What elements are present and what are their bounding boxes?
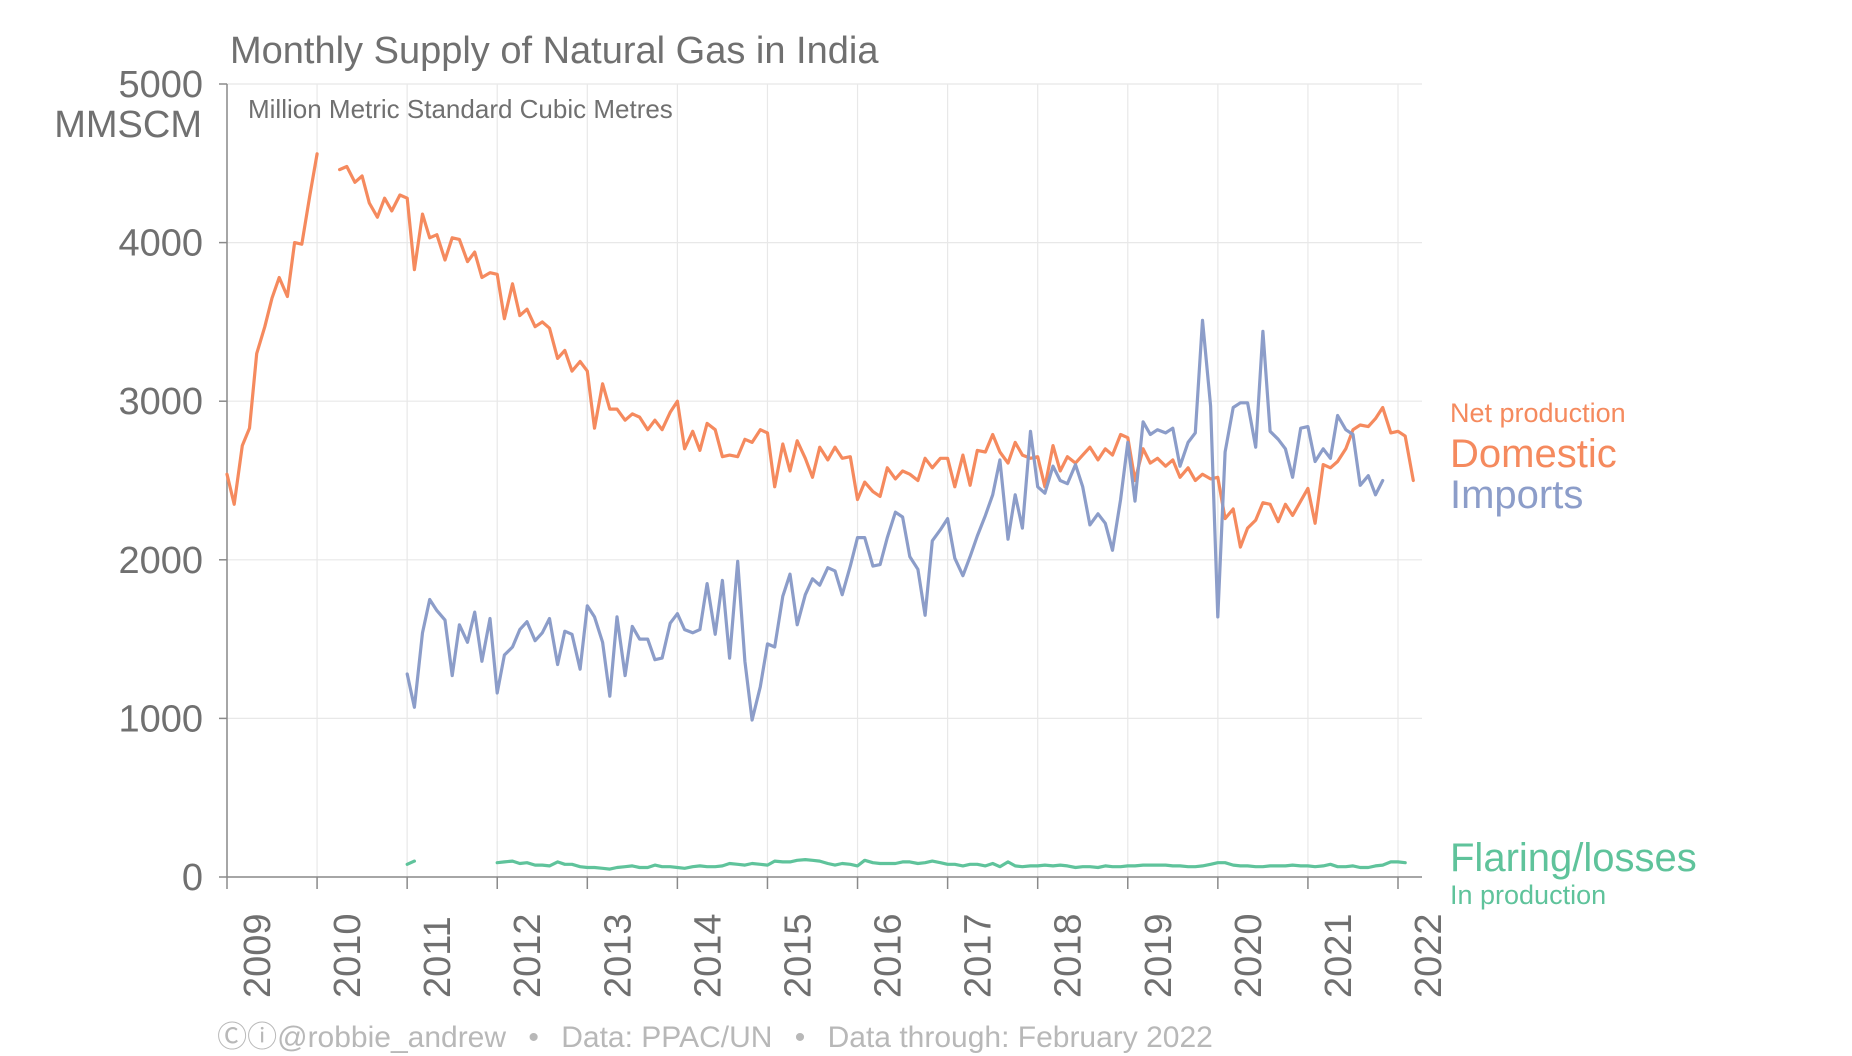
y-tick-label: 5000 (118, 64, 203, 106)
series-lines (225, 152, 1415, 871)
x-tick-label: 2014 (687, 913, 729, 998)
series-line-domestic (338, 164, 1415, 549)
label-in-production: In production (1450, 880, 1607, 910)
footer-author: @robbie_andrew (277, 1021, 507, 1054)
x-tick-label: 2009 (237, 913, 279, 998)
license-icon: Ⓒⓘ (217, 1021, 278, 1054)
y-axis: 0 1000 2000 3000 4000 5000 (118, 64, 228, 899)
footer-through: Data through: February 2022 (827, 1021, 1213, 1054)
x-tick-label: 2019 (1138, 913, 1180, 998)
x-tick-label: 2013 (597, 913, 639, 998)
series-line-domestic (225, 152, 319, 506)
x-tick-label: 2012 (507, 913, 549, 998)
series-line-flaring-losses (495, 858, 1407, 871)
chart-title: Monthly Supply of Natural Gas in India (230, 30, 879, 72)
y-tick-label: 3000 (118, 381, 203, 423)
label-flaring-losses: Flaring/losses (1450, 836, 1697, 880)
x-tick-label: 2010 (327, 913, 369, 998)
footer-separator: • (528, 1021, 539, 1054)
footer-separator: • (794, 1021, 806, 1054)
x-tick-label: 2018 (1048, 913, 1090, 998)
label-domestic: Domestic (1450, 432, 1617, 476)
y-tick-label: 2000 (118, 540, 203, 582)
x-tick-label: 2016 (868, 913, 910, 998)
y-axis-unit: MMSCM (54, 104, 202, 146)
y-tick-label: 0 (182, 857, 203, 899)
y-tick-label: 1000 (118, 698, 203, 740)
footer-source: Data: PPAC/UN (561, 1021, 773, 1054)
series-line-flaring-losses (405, 859, 416, 866)
footer: Ⓒⓘ@robbie_andrew • Data: PPAC/UN • Data … (0, 1012, 1430, 1056)
x-tick-label: 2021 (1318, 913, 1360, 998)
chart-subtitle: Million Metric Standard Cubic Metres (248, 94, 673, 124)
series-line-imports (405, 318, 1385, 722)
y-tick-label: 4000 (118, 223, 203, 265)
x-tick-label: 2015 (777, 913, 819, 998)
x-axis: 2009 2010 2011 2012 2013 2014 2015 2016 2017 2018… (226, 876, 1450, 998)
label-imports: Imports (1450, 473, 1584, 517)
x-tick-label: 2020 (1228, 913, 1270, 998)
x-tick-label: 2011 (417, 916, 459, 998)
x-tick-label: 2017 (958, 913, 1000, 998)
label-net-production: Net production (1450, 398, 1626, 428)
x-tick-label: 2022 (1408, 913, 1450, 998)
